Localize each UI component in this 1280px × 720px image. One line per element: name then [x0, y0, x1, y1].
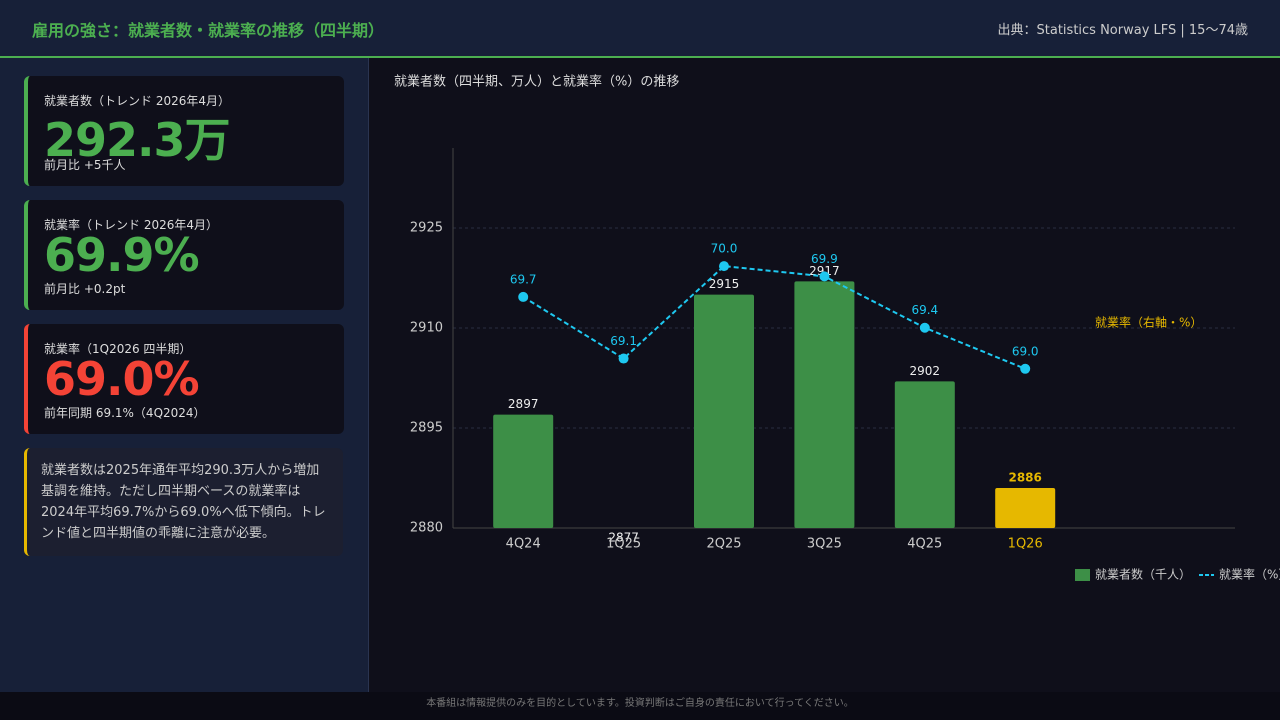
bar	[794, 281, 855, 528]
card-change: 前月比 +0.2pt	[44, 282, 126, 296]
line-value-label: 69.4	[911, 303, 938, 317]
x-tick-label: 4Q25	[907, 537, 942, 552]
line-point	[819, 271, 830, 282]
bar	[894, 381, 955, 528]
line-point	[719, 261, 729, 272]
line	[522, 265, 1026, 370]
note: 就業者数は2025年通年平均290.3万人から増加基調を維持。ただし四半期ベース…	[24, 448, 343, 556]
legend-label: 就業率（%）	[1219, 567, 1280, 582]
bar-value-label: 2886	[1008, 471, 1041, 485]
axis-annotation: 就業率（右軸・%）	[1095, 315, 1202, 330]
line-value-label: 69.9	[811, 252, 838, 266]
y-tick-label: 2880	[410, 521, 443, 536]
header: 雇用の強さ：就業者数・就業率の推移（四半期） 出典：Statistics Nor…	[0, 0, 1280, 58]
card-change: 前年同期 69.1%（4Q2024）	[44, 406, 206, 420]
card-label: 就業率（トレンド 2026年4月）	[44, 218, 218, 232]
line-point	[1020, 363, 1031, 374]
line-value-label: 70.0	[711, 242, 738, 256]
y-tick-label: 2895	[410, 421, 443, 436]
line-point	[618, 353, 629, 364]
x-tick-label: 2Q25	[706, 537, 741, 552]
line-value-label: 69.7	[510, 272, 537, 286]
bar-value-label: 2917	[809, 264, 840, 278]
chart: 就業者数（四半期、万人）と就業率（%）の推移 2880 2895 2910 2925 2…	[394, 74, 1280, 582]
header-source: 出典：Statistics Norway LFS | 15〜74歳	[997, 23, 1248, 38]
bar-value-label: 2897	[508, 397, 539, 411]
card-value: 292.3万	[44, 113, 231, 167]
card-change: 前月比 +5千人	[44, 158, 126, 172]
line-point	[919, 322, 930, 333]
card-label: 就業率（1Q2026 四半期）	[44, 342, 192, 356]
y-tick-label: 2925	[410, 221, 443, 236]
bar	[694, 294, 754, 528]
card-value: 69.9%	[44, 228, 200, 282]
x-tick-label: 3Q25	[807, 537, 842, 552]
bar	[493, 414, 554, 528]
footer-text: 本番組は情報提供のみを目的としています。投資判断はご自身の責任において行ってくだ…	[426, 698, 854, 709]
note-text: 就業者数は2025年通年平均290.3万人から増加基調を維持。ただし四半期ベース…	[41, 463, 326, 541]
legend-label: 就業者数（千人）	[1095, 567, 1191, 582]
legend-swatch	[1075, 569, 1090, 581]
footer: 本番組は情報提供のみを目的としています。投資判断はご自身の責任において行ってくだ…	[0, 692, 1280, 720]
header-title: 雇用の強さ：就業者数・就業率の推移（四半期）	[32, 21, 385, 40]
y-tick-label: 2910	[410, 321, 443, 336]
stat-card: 就業率（1Q2026 四半期） 69.0% 前年同期 69.1%（4Q2024）	[24, 324, 344, 434]
line-value-label: 69.0	[1012, 344, 1039, 358]
line-point	[518, 291, 529, 302]
bar-value-label: 2902	[910, 364, 941, 378]
stat-card: 就業率（トレンド 2026年4月） 69.9% 前月比 +0.2pt	[24, 200, 344, 310]
chart-title: 就業者数（四半期、万人）と就業率（%）の推移	[394, 74, 679, 90]
bar-value-label: 2915	[709, 277, 740, 291]
x-tick-label: 4Q24	[506, 537, 541, 552]
stat-card: 就業者数（トレンド 2026年4月） 292.3万 前月比 +5千人	[24, 76, 344, 186]
card-value: 69.0%	[44, 352, 200, 406]
bar-value-label: 2877	[608, 531, 639, 545]
line-value-label: 69.1	[610, 334, 637, 348]
bar	[995, 488, 1056, 528]
x-tick-label: 1Q25	[606, 537, 641, 552]
card-label: 就業者数（トレンド 2026年4月）	[44, 94, 230, 108]
x-tick-label: 1Q26	[1008, 537, 1043, 552]
